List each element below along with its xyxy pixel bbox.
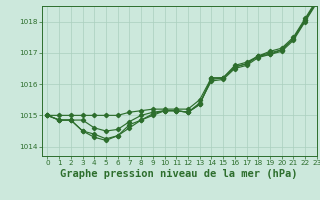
X-axis label: Graphe pression niveau de la mer (hPa): Graphe pression niveau de la mer (hPa) [60,169,298,179]
